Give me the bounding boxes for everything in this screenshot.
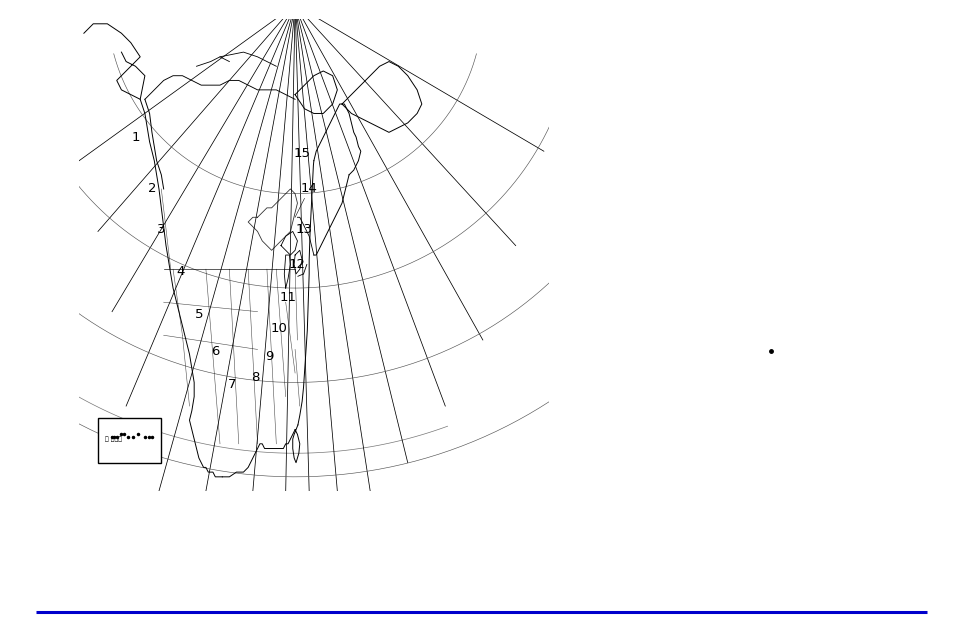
Text: 10: 10 xyxy=(270,322,287,335)
Text: 5: 5 xyxy=(194,308,203,321)
Text: 2: 2 xyxy=(148,183,156,195)
Text: 1: 1 xyxy=(132,130,139,144)
Text: 9: 9 xyxy=(265,350,274,363)
Bar xyxy=(98,418,161,462)
Text: 3: 3 xyxy=(157,223,166,235)
Text: 11: 11 xyxy=(279,291,296,304)
Text: 🌊 🏝🏝🏝: 🌊 🏝🏝🏝 xyxy=(105,437,122,443)
Text: 6: 6 xyxy=(211,345,219,358)
Text: 8: 8 xyxy=(251,371,259,384)
Text: 15: 15 xyxy=(294,147,311,160)
Text: 12: 12 xyxy=(289,258,306,271)
Text: 13: 13 xyxy=(295,223,313,235)
Text: 4: 4 xyxy=(175,265,184,278)
Text: 14: 14 xyxy=(300,183,317,195)
Text: 7: 7 xyxy=(227,378,235,391)
